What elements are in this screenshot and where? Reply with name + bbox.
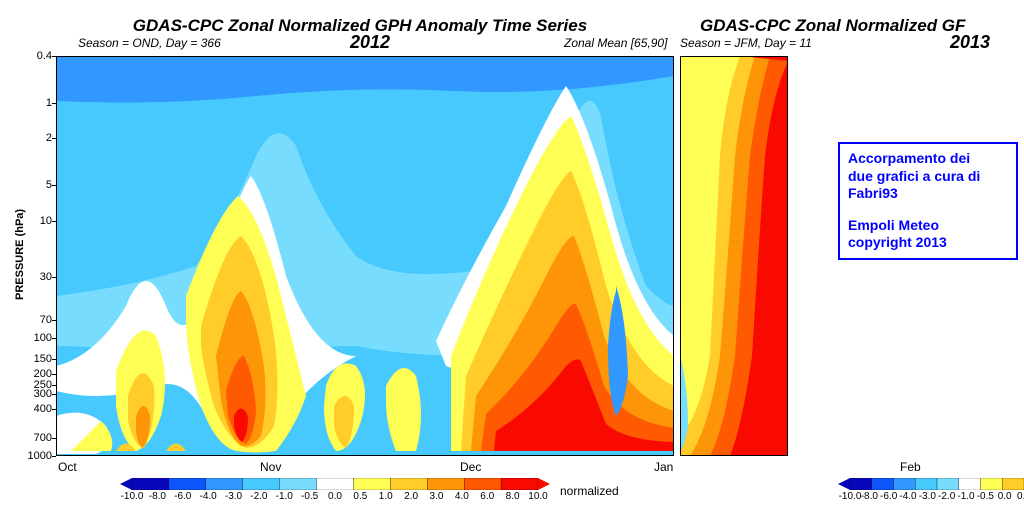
caption-line: copyright 2013 <box>848 234 1008 252</box>
colorbar-panel2 <box>838 478 1024 490</box>
panel1-zonal-mean: Zonal Mean [65,90] <box>564 36 667 50</box>
panel1-xtick-jan: Jan <box>654 460 673 474</box>
y-tick: 2 <box>24 132 52 144</box>
y-tick: 5 <box>24 179 52 191</box>
colorbar1-tick: 1.0 <box>374 491 398 502</box>
colorbar1-end-label: normalized <box>560 484 619 498</box>
caption-line: Fabri93 <box>848 185 1008 203</box>
y-tick: 400 <box>24 403 52 415</box>
colorbar1-tick: 2.0 <box>399 491 423 502</box>
colorbar1-tick: 4.0 <box>450 491 474 502</box>
panel2-plot-border <box>680 56 788 456</box>
y-tick: 150 <box>24 353 52 365</box>
colorbar1-tick: 10.0 <box>526 491 550 502</box>
colorbar1-tick: -4.0 <box>196 491 220 502</box>
caption-line: Empoli Meteo <box>848 217 1008 235</box>
colorbar1-tick: -8.0 <box>145 491 169 502</box>
colorbar2-tick: 0.5 <box>1012 491 1024 502</box>
panel1-xtick-oct: Oct <box>58 460 77 474</box>
colorbar1-tick: 6.0 <box>475 491 499 502</box>
panel1-sub-left: Season = OND, Day = 366 <box>78 36 221 50</box>
caption-line <box>848 203 1008 217</box>
caption-line: Accorpamento dei <box>848 150 1008 168</box>
panel1-xtick-dec: Dec <box>460 460 481 474</box>
panel1-xtick-nov: Nov <box>260 460 281 474</box>
caption-line: due grafici a cura di <box>848 168 1008 186</box>
y-tick: 300 <box>24 388 52 400</box>
panel1-plot-border <box>56 56 674 456</box>
y-tick: 200 <box>24 368 52 380</box>
colorbar1-tick: -0.5 <box>298 491 322 502</box>
y-tick: 10 <box>24 215 52 227</box>
y-tick: 700 <box>24 432 52 444</box>
y-tick: 100 <box>24 332 52 344</box>
panel2-sub-left: Season = JFM, Day = 11 <box>680 36 812 50</box>
y-tick: 30 <box>24 271 52 283</box>
panel1-year: 2012 <box>350 32 390 53</box>
colorbar1-tick: 0.5 <box>348 491 372 502</box>
panel2-year: 2013 <box>950 32 990 53</box>
colorbar1-tick: 3.0 <box>425 491 449 502</box>
colorbar1-tick: 0.0 <box>323 491 347 502</box>
colorbar1-tick: -3.0 <box>222 491 246 502</box>
panel2-xtick-feb: Feb <box>900 460 921 474</box>
colorbar1-tick: -10.0 <box>120 491 144 502</box>
y-tick: 1000 <box>24 450 52 462</box>
y-tick: 1 <box>24 97 52 109</box>
colorbar1-tick: -6.0 <box>171 491 195 502</box>
colorbar-panel1 <box>120 478 550 490</box>
attribution-box: Accorpamento dei due grafici a cura di F… <box>838 142 1018 260</box>
colorbar1-tick: 8.0 <box>501 491 525 502</box>
y-tick: 70 <box>24 314 52 326</box>
y-tick: 0.4 <box>24 50 52 62</box>
colorbar1-tick: -1.0 <box>272 491 296 502</box>
colorbar1-tick: -2.0 <box>247 491 271 502</box>
